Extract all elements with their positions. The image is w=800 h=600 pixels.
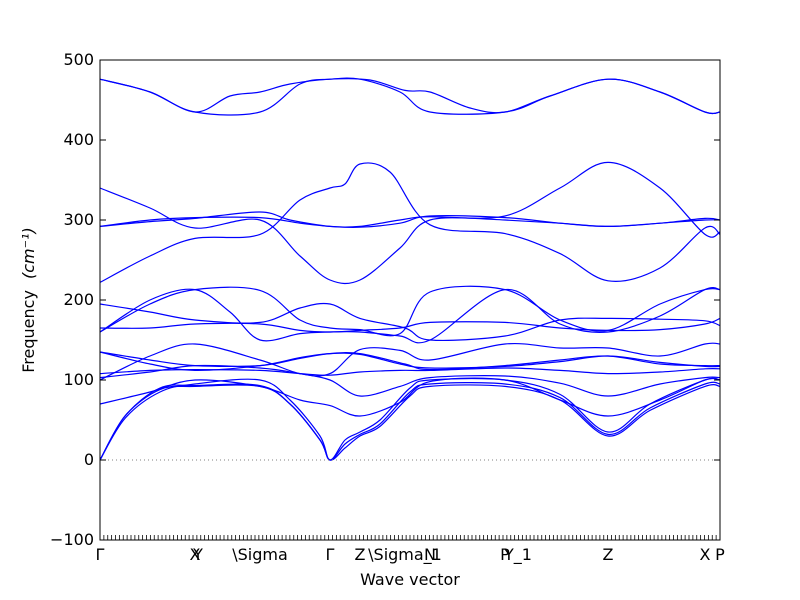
y-tick-label: 500 <box>63 50 94 69</box>
band-line-19 <box>99 377 721 461</box>
y-axis-label-text: Frequency <box>19 290 38 373</box>
x-tick-label-10: Y_1 <box>503 545 532 565</box>
x-tick-label-12: X <box>700 545 711 564</box>
band-line-2 <box>99 78 721 115</box>
band-line-18 <box>99 381 721 461</box>
y-axis-label: Frequency (cm⁻¹) <box>19 227 38 372</box>
x-tick-label-1: Γ <box>96 545 105 564</box>
band-line-13 <box>99 342 721 381</box>
x-tick-label-2: X <box>190 545 201 564</box>
x-tick-label-9: P <box>500 545 510 564</box>
y-tick-label: 200 <box>63 290 94 309</box>
x-axis-label: Wave vector <box>360 570 460 589</box>
y-tick-label: 0 <box>84 450 94 469</box>
x-tick-label-7: \Sigma_1 <box>368 545 442 565</box>
band-line-10 <box>99 287 721 344</box>
x-tick-label-11: Z <box>603 545 614 564</box>
band-line-7 <box>99 302 721 341</box>
x-tick-label-6: Z <box>355 545 366 564</box>
y-axis-label-unit: (cm⁻¹) <box>19 227 38 279</box>
x-tick-label-3: Y <box>192 545 203 564</box>
band-line-1 <box>99 77 721 116</box>
band-line-9 <box>99 285 721 337</box>
band-line-5 <box>99 211 721 228</box>
band-line-3 <box>99 161 721 285</box>
band-line-14 <box>99 367 721 376</box>
y-tick-label: −100 <box>50 530 94 549</box>
y-tick-label: 100 <box>63 370 94 389</box>
x-tick-label-5: Γ <box>326 545 335 564</box>
series-layer <box>99 77 721 461</box>
x-tick-label-4: \Sigma <box>232 545 288 564</box>
band-line-6 <box>99 162 721 283</box>
x-tick-label-8: N <box>424 545 436 564</box>
band-line-8 <box>99 317 721 333</box>
x-tick-label-13: P <box>715 545 725 564</box>
band-line-17 <box>99 384 721 461</box>
plot-frame <box>99 59 721 541</box>
band-line-11 <box>99 351 721 371</box>
y-tick-label: 300 <box>63 210 94 229</box>
y-tick-label: 400 <box>63 130 94 149</box>
band-line-15 <box>99 364 721 397</box>
